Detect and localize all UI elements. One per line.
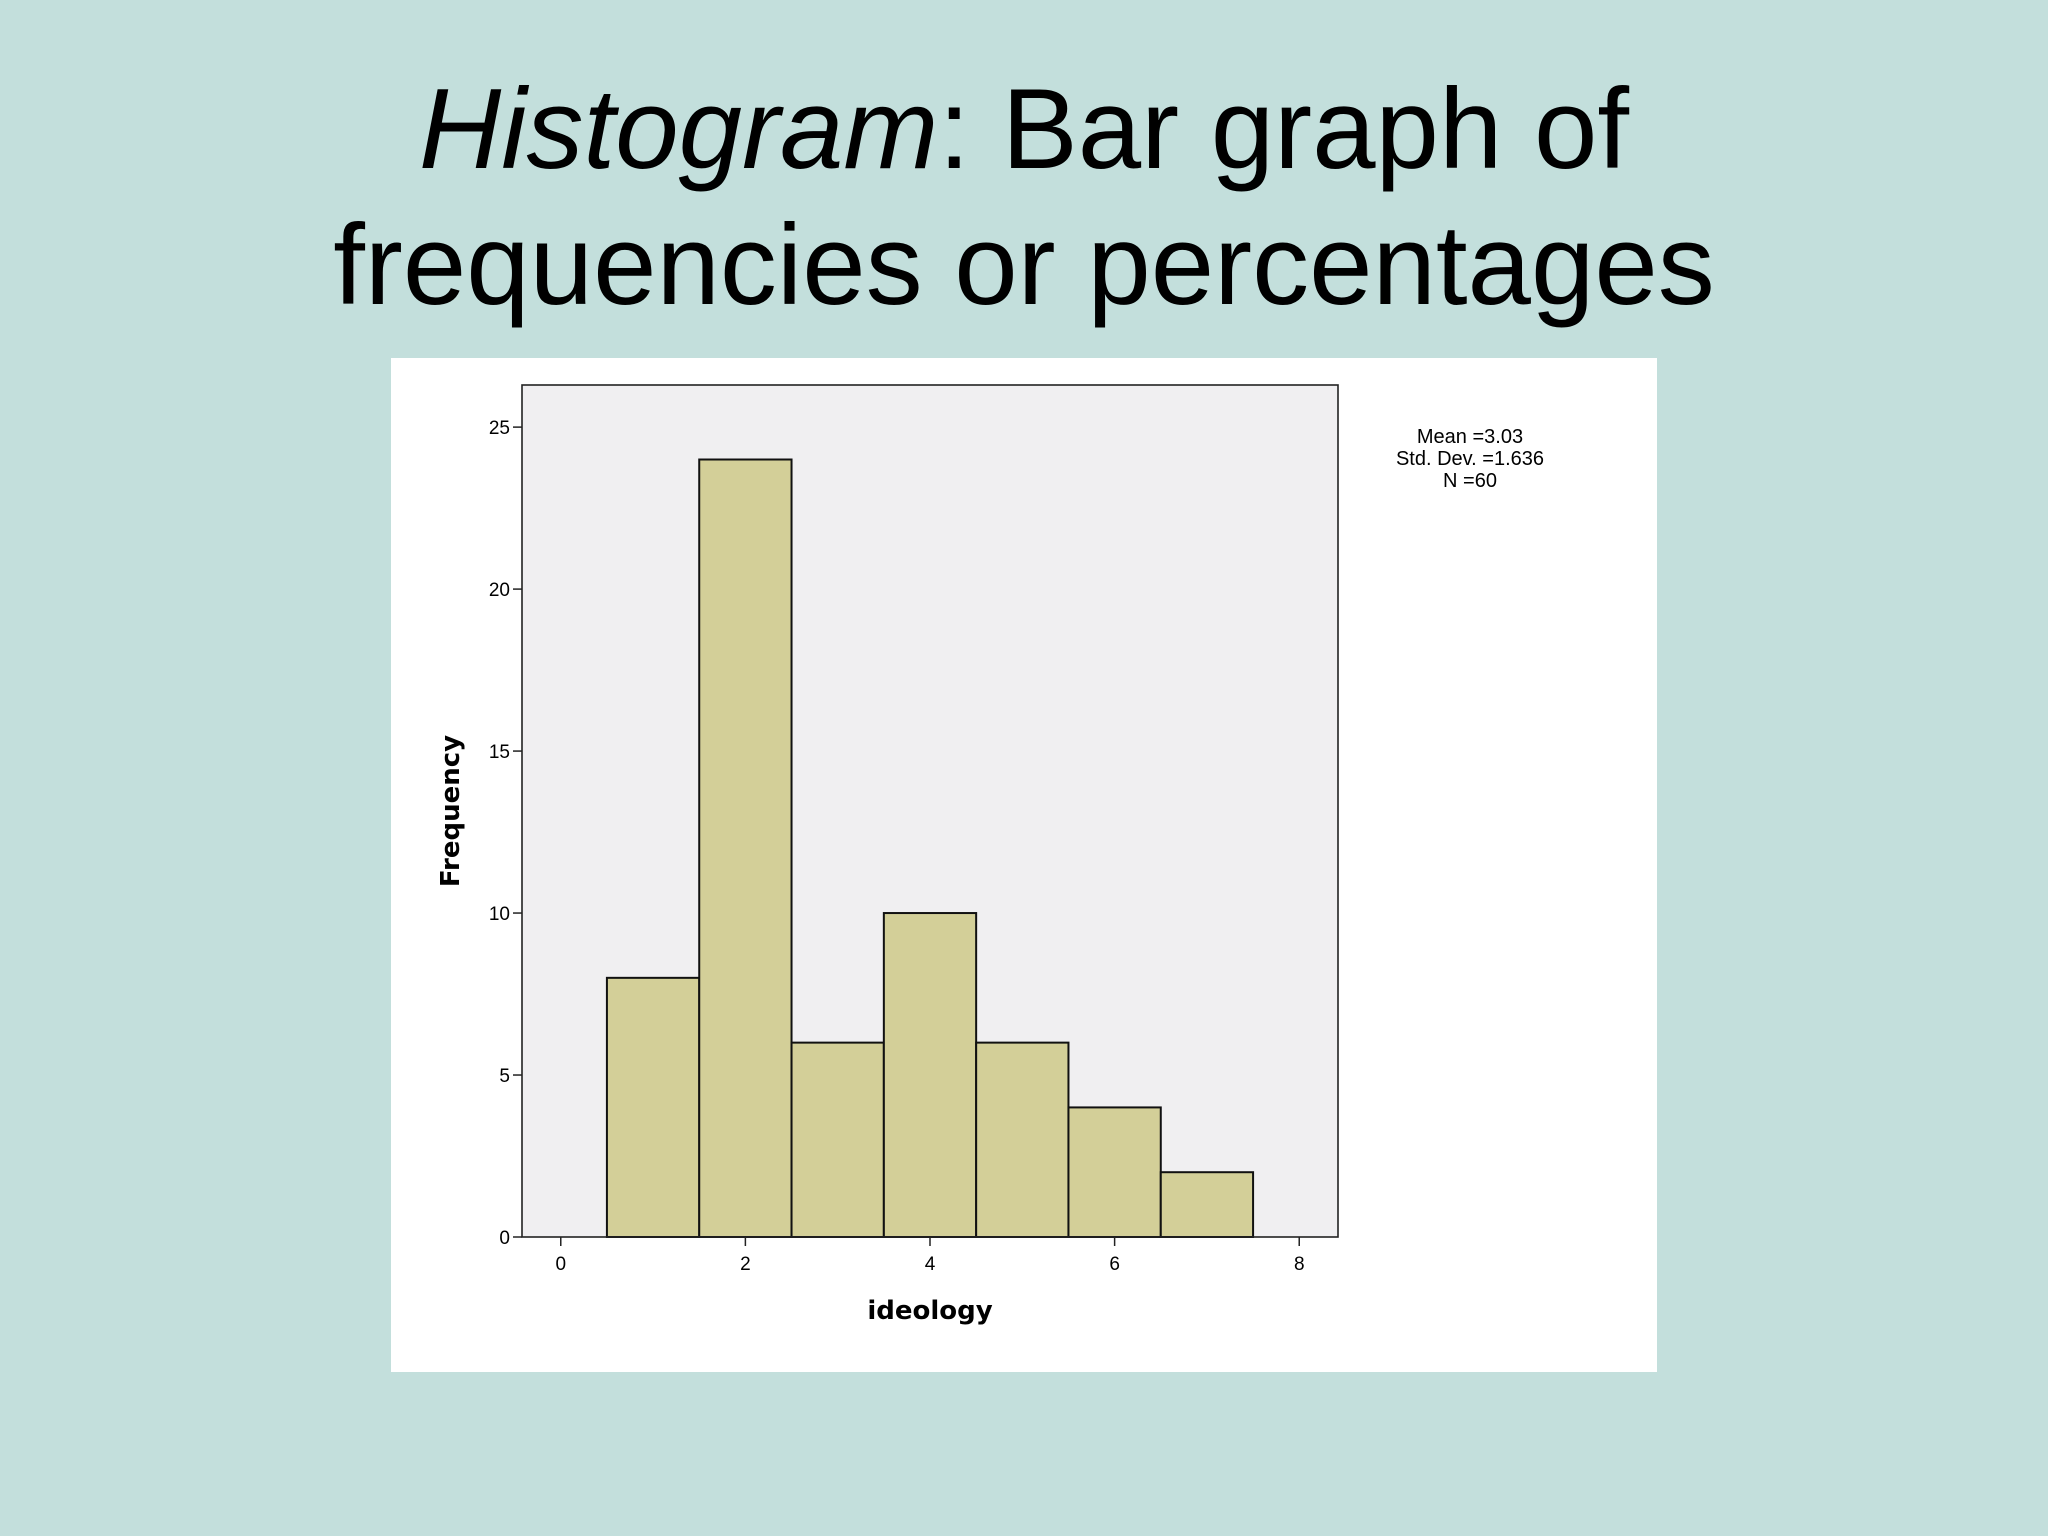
bars-group xyxy=(605,458,1255,1239)
x-tick-label-4: 4 xyxy=(925,1254,936,1275)
x-tick-label-6: 6 xyxy=(1109,1254,1120,1275)
stats-mean: Mean =3.03 xyxy=(1416,426,1524,448)
histogram-bar-3 xyxy=(790,1041,885,1238)
y-tick-label-15: 15 xyxy=(489,742,510,763)
x-axis: 0 2 4 6 8 xyxy=(555,1237,1305,1275)
histogram-bar-5 xyxy=(975,1041,1070,1238)
histogram-bar-7 xyxy=(1159,1171,1255,1238)
stats-std-dev: Std. Dev. =1.636 xyxy=(1395,448,1545,470)
x-tick-label-0: 0 xyxy=(555,1254,566,1275)
stats-n: N =60 xyxy=(1443,470,1497,492)
histogram-bar-2 xyxy=(698,458,793,1238)
slide-title-emphasis: Histogram xyxy=(418,66,939,193)
slide-title: Histogram: Bar graph of frequencies or p… xyxy=(0,62,2048,334)
y-axis: 0 5 10 15 20 25 xyxy=(489,418,522,1249)
slide-title-line2: frequencies or percentages xyxy=(333,202,1715,329)
chart-panel: 0 5 10 15 20 25 0 2 4 6 8 ideology Frequency xyxy=(391,358,1657,1372)
y-tick-label-10: 10 xyxy=(489,904,510,925)
y-tick-label-0: 0 xyxy=(499,1228,510,1249)
y-tick-label-5: 5 xyxy=(499,1066,510,1087)
x-tick-label-8: 8 xyxy=(1294,1254,1305,1275)
y-tick-label-20: 20 xyxy=(489,580,510,601)
histogram-bar-4 xyxy=(882,912,978,1239)
histogram-chart: 0 5 10 15 20 25 0 2 4 6 8 ideology Frequency xyxy=(436,384,1339,1326)
histogram-bar-1 xyxy=(605,976,701,1238)
slide-title-rest: : Bar graph of xyxy=(938,66,1630,193)
x-axis-title: ideology xyxy=(867,1296,992,1326)
y-axis-title: Frequency xyxy=(436,735,466,887)
histogram-bar-6 xyxy=(1067,1106,1162,1239)
y-tick-label-25: 25 xyxy=(489,418,510,439)
x-tick-label-2: 2 xyxy=(740,1254,751,1275)
